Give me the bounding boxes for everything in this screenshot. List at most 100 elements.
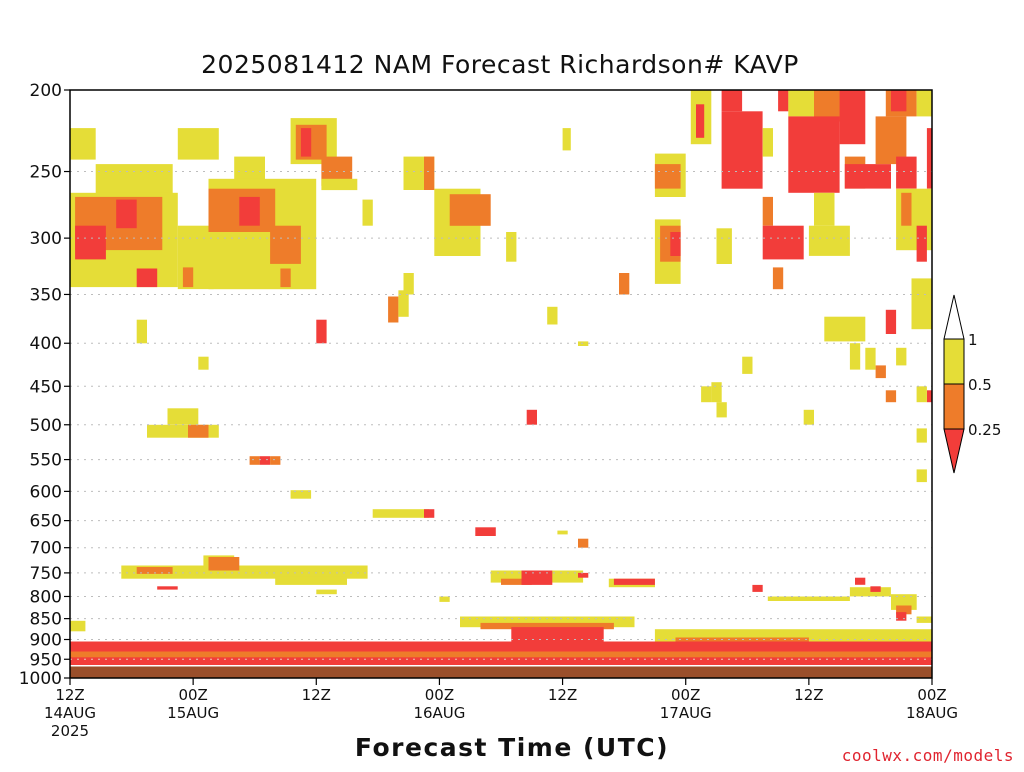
ri-cell-103 — [275, 576, 347, 585]
ri-cell-101 — [208, 557, 240, 571]
ri-cell-60 — [916, 90, 932, 117]
ri-cell-118 — [896, 605, 912, 615]
x-tick-label-5-1: 17AUG — [660, 704, 712, 722]
ri-cell-114 — [767, 596, 850, 601]
ri-cell-58 — [875, 116, 907, 165]
ri-cell-30 — [547, 306, 558, 325]
ri-cell-76 — [136, 319, 147, 344]
ri-cell-7 — [177, 128, 219, 160]
ri-cell-86 — [167, 408, 199, 425]
ri-cell-67 — [885, 309, 897, 334]
x-tick-label-0-0: 12Z — [55, 686, 84, 704]
ri-cell-43 — [721, 111, 763, 189]
ri-cell-78 — [198, 356, 209, 370]
ri-cell-92 — [372, 509, 430, 518]
x-tick-label-5-0: 00Z — [671, 686, 700, 704]
ri-cell-61 — [926, 128, 932, 189]
ri-cell-68 — [824, 316, 866, 342]
ri-cell-119 — [896, 612, 907, 621]
ri-cell-38 — [670, 232, 681, 256]
ri-cell-63 — [901, 192, 912, 226]
ri-cell-24 — [403, 273, 414, 295]
ri-cell-72 — [896, 347, 907, 366]
ri-cell-80 — [742, 356, 753, 374]
ground-layer — [70, 664, 932, 678]
legend-bottom-arrow — [943, 428, 965, 474]
ri-cell-15 — [280, 268, 291, 288]
ri-cell-108 — [521, 570, 553, 585]
legend-label-2: 0.25 — [968, 421, 1001, 439]
ri-cell-123 — [460, 616, 635, 628]
x-tick-label-3-1: 16AUG — [413, 704, 465, 722]
ri-cell-79 — [701, 386, 712, 403]
y-tick-label-850: 850 — [30, 610, 62, 630]
ri-cell-89 — [259, 456, 271, 465]
ri-cell-95 — [557, 530, 568, 535]
y-tick-label-650: 650 — [30, 512, 62, 532]
ri-cell-93 — [424, 509, 435, 518]
ri-cell-33 — [619, 273, 630, 295]
y-tick-label-600: 600 — [30, 482, 62, 502]
y-tick-label-700: 700 — [30, 539, 62, 559]
ri-cell-53 — [839, 90, 866, 145]
ri-cell-82 — [711, 382, 722, 403]
ri-cell-81 — [716, 402, 727, 418]
ri-cell-44 — [762, 128, 773, 157]
ri-cell-105 — [316, 589, 337, 595]
ri-cell-52 — [814, 192, 835, 226]
ri-cell-88 — [249, 456, 260, 465]
ri-cell-96 — [578, 538, 589, 548]
x-tick-label-6-0: 12Z — [794, 686, 823, 704]
ri-cell-113 — [855, 577, 866, 585]
y-tick-label-550: 550 — [30, 451, 62, 471]
ri-cell-22 — [388, 296, 399, 323]
legend-swatch-mid — [943, 383, 965, 430]
ri-cell-110 — [613, 578, 655, 585]
ri-cell-75 — [916, 386, 927, 403]
x-tick-label-7-0: 00Z — [917, 686, 946, 704]
ri-cell-28 — [449, 194, 491, 226]
ri-cell-26 — [424, 156, 435, 190]
ri-cell-35 — [654, 164, 681, 189]
legend-swatch-high — [943, 338, 965, 385]
y-tick-label-200: 200 — [30, 81, 62, 101]
y-tick-label-800: 800 — [30, 587, 62, 607]
ground-fill — [70, 665, 932, 678]
x-tick-label-2-0: 12Z — [302, 686, 331, 704]
plot-frame — [69, 89, 933, 679]
richardson-cells — [70, 90, 932, 666]
ri-cell-14 — [270, 225, 301, 264]
ri-cell-124 — [480, 622, 614, 630]
x-tick-label-0-1: 14AUG — [44, 704, 96, 722]
ri-cell-5 — [116, 199, 137, 229]
ri-cell-32 — [578, 341, 589, 346]
ri-cell-98 — [916, 469, 927, 483]
ri-cell-6 — [136, 268, 158, 288]
ri-cell-10 — [182, 267, 194, 288]
ri-cell-20 — [321, 178, 358, 191]
x-tick-label-0-2: 2025 — [51, 722, 89, 740]
ri-cell-48 — [778, 90, 789, 112]
x-tick-label-1-1: 15AUG — [167, 704, 219, 722]
ri-cell-42 — [721, 90, 743, 112]
y-tick-label-900: 900 — [30, 631, 62, 651]
ri-cell-45 — [762, 196, 773, 226]
ri-cell-18 — [300, 128, 312, 157]
ri-cell-120 — [916, 616, 932, 623]
ri-cell-91 — [290, 490, 312, 499]
ri-cell-111 — [578, 572, 589, 578]
ri-cell-71 — [865, 347, 876, 370]
ri-cell-29 — [506, 232, 517, 262]
y-tick-label-400: 400 — [30, 334, 62, 354]
ri-cell-57 — [891, 90, 907, 112]
ri-cell-129 — [70, 651, 932, 658]
ri-cell-70 — [875, 365, 886, 379]
ri-cell-74 — [885, 390, 897, 403]
ri-cell-66 — [911, 278, 932, 330]
ri-cell-69 — [849, 343, 861, 370]
ri-cell-0 — [70, 128, 96, 160]
ri-cell-83 — [526, 409, 537, 425]
x-axis-label: Forecast Time (UTC) — [354, 733, 670, 762]
